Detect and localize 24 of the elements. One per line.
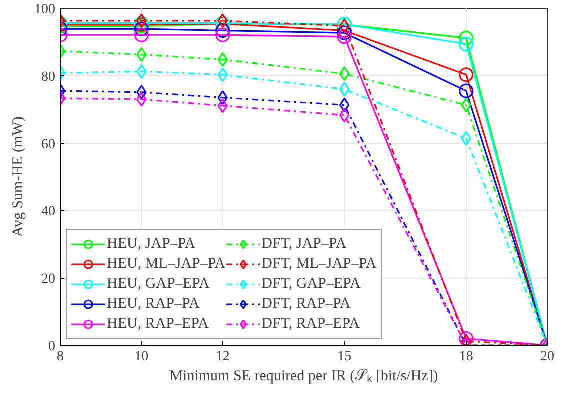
x-tick-label: 18 xyxy=(459,350,474,364)
x-tick-label: 10 xyxy=(134,350,149,364)
legend-label: HEU, GAP–EPA xyxy=(107,276,210,292)
y-tick-label: 100 xyxy=(34,2,56,18)
y-tick-label: 20 xyxy=(42,272,56,288)
legend-label: HEU, RAP–PA xyxy=(107,296,200,312)
legend-label: HEU, RAP–EPA xyxy=(107,316,209,332)
legend-label: DFT, ML–JAP–PA xyxy=(262,256,377,272)
y-tick-label: 0 xyxy=(48,340,56,354)
y-tick-label: 60 xyxy=(42,137,56,152)
legend-label: DFT, RAP–EPA xyxy=(262,316,360,332)
x-axis-title: Minimum SE required per IR (𝒮ₖ [bit/s/Hz]) xyxy=(170,368,438,384)
x-tick-label: 20 xyxy=(540,350,554,364)
legend-label: DFT, GAP–EPA xyxy=(262,276,361,292)
x-tick-label: 15 xyxy=(338,350,352,364)
legend-label: DFT, JAP–PA xyxy=(262,236,347,252)
legend-label: HEU, ML–JAP–PA xyxy=(107,256,226,272)
y-tick-label: 40 xyxy=(42,204,56,220)
y-tick-label: 80 xyxy=(42,70,56,85)
x-tick-label: 12 xyxy=(216,350,230,364)
legend-label: HEU, JAP–PA xyxy=(107,236,196,252)
legend-label: DFT, RAP–PA xyxy=(262,296,351,312)
y-axis-title: Avg Sum-HE (mW) xyxy=(10,116,26,238)
x-tick-label: 8 xyxy=(57,350,64,364)
